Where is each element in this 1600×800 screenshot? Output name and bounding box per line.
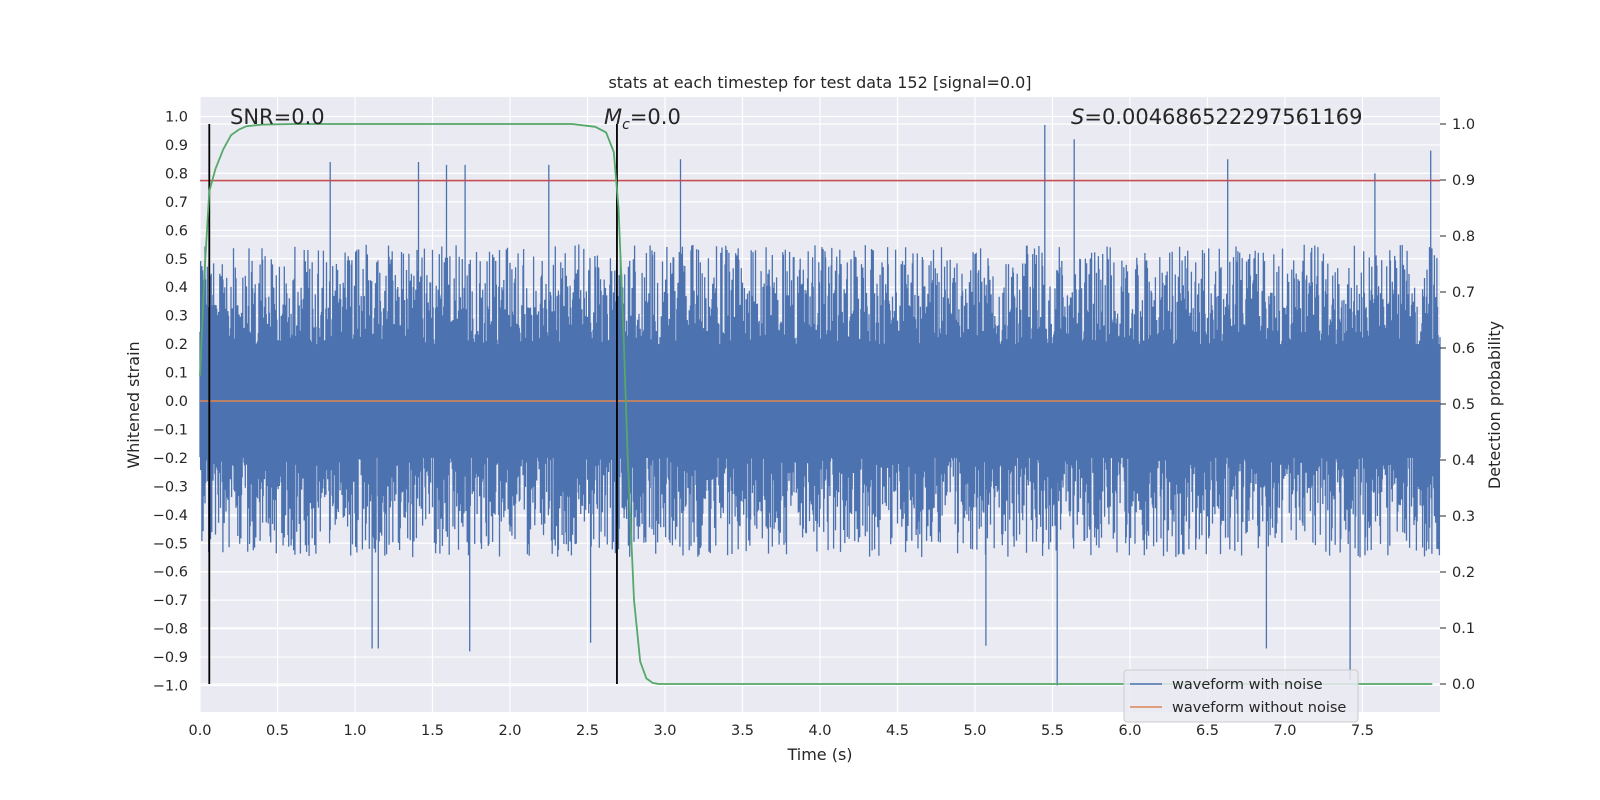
s-annotation: S=0.004686522297561169 [1071, 105, 1362, 129]
y-tick-label: 0.7 [165, 195, 188, 211]
x-tick-label: 6.0 [1118, 723, 1141, 739]
x-tick-label: 3.5 [731, 723, 754, 739]
y2-tick-label: 0.0 [1452, 677, 1475, 693]
x-tick-labels: 0.0 0.5 1.0 1.5 2.0 2.5 3.0 3.5 4.0 4.5 5.0 5.5 6.0 6… [188, 723, 1374, 739]
y-tick-label: −0.1 [153, 422, 188, 438]
detection-probability-line [199, 123, 1433, 685]
x-tick-label: 7.5 [1351, 723, 1374, 739]
chart-title: stats at each timestep for test data 152… [608, 73, 1031, 92]
y-tick-label: 0.4 [165, 280, 188, 296]
y-tick-label: −1.0 [153, 679, 188, 695]
legend-box [1123, 669, 1359, 723]
y2-tick-label: 0.9 [1452, 173, 1475, 189]
x-tick-label: 0.5 [266, 723, 289, 739]
x-tick-label: 4.0 [808, 723, 831, 739]
mc-symbol: M [604, 105, 622, 129]
y-tick-label: −0.5 [153, 536, 188, 552]
x-tick-label: 7.0 [1273, 723, 1296, 739]
y-tick-labels: 1.0 0.9 0.8 0.7 0.6 0.5 0.4 0.3 0.2 0.1 0.0 −0.1 −0.… [153, 110, 188, 695]
x-tick-label: 2.0 [498, 723, 521, 739]
legend-label-noise: waveform with noise [1172, 677, 1323, 693]
y-axis-label: Whitened strain [124, 341, 143, 468]
x-tick-label: 4.5 [886, 723, 909, 739]
s-symbol: S [1071, 105, 1084, 129]
y2-tick-labels: 1.0 0.9 0.8 0.7 0.6 0.5 0.4 0.3 0.2 0.1 0.0 [1440, 117, 1475, 693]
y2-tick-label: 0.8 [1452, 229, 1475, 245]
y-tick-label: 0.5 [165, 252, 188, 268]
x-tick-label: 0.0 [188, 723, 211, 739]
x-tick-label: 5.5 [1041, 723, 1064, 739]
y-tick-label: 0.8 [165, 166, 188, 182]
x-tick-label: 5.0 [963, 723, 986, 739]
y-tick-label: 0.6 [165, 223, 188, 239]
x-tick-label: 3.0 [653, 723, 676, 739]
y-tick-label: 0.9 [165, 138, 188, 154]
x-tick-label: 2.5 [576, 723, 599, 739]
x-tick-label: 1.5 [421, 723, 444, 739]
y-tick-label: −0.4 [153, 508, 188, 524]
y-tick-label: −0.2 [153, 451, 188, 467]
y2-tick-label: 0.7 [1452, 285, 1475, 301]
mc-subscript: c [622, 117, 630, 133]
y-tick-label: 1.0 [165, 110, 188, 126]
mc-annotation: Mc=0.0 [604, 105, 681, 133]
y2-tick-label: 0.1 [1452, 621, 1475, 637]
legend: waveform with noise waveform without noi… [1123, 669, 1359, 723]
y2-tick-label: 0.5 [1452, 397, 1475, 413]
y2-tick-label: 0.2 [1452, 565, 1475, 581]
lines-layer [199, 123, 1440, 685]
y-tick-label: 0.0 [165, 394, 188, 410]
y2-tick-label: 0.6 [1452, 341, 1475, 357]
y-tick-label: −0.3 [153, 479, 188, 495]
y-tick-label: 0.1 [165, 366, 188, 382]
y-tick-label: 0.2 [165, 337, 188, 353]
mc-value: =0.0 [630, 105, 681, 129]
x-axis-label: Time (s) [786, 745, 852, 764]
y2-tick-label: 1.0 [1452, 117, 1475, 133]
x-tick-label: 1.0 [343, 723, 366, 739]
y-tick-label: −0.7 [153, 593, 188, 609]
y-tick-label: 0.3 [165, 309, 188, 325]
y-tick-label: −0.9 [153, 650, 188, 666]
legend-label-clean: waveform without noise [1172, 700, 1346, 716]
y-tick-label: −0.6 [153, 565, 188, 581]
y2-axis-label: Detection probability [1485, 321, 1504, 489]
snr-annotation: SNR=0.0 [230, 105, 325, 129]
x-tick-label: 6.5 [1196, 723, 1219, 739]
y-tick-label: −0.8 [153, 622, 188, 638]
y2-tick-label: 0.4 [1452, 453, 1475, 469]
y2-tick-label: 0.3 [1452, 509, 1475, 525]
s-value: =0.004686522297561169 [1084, 105, 1362, 129]
